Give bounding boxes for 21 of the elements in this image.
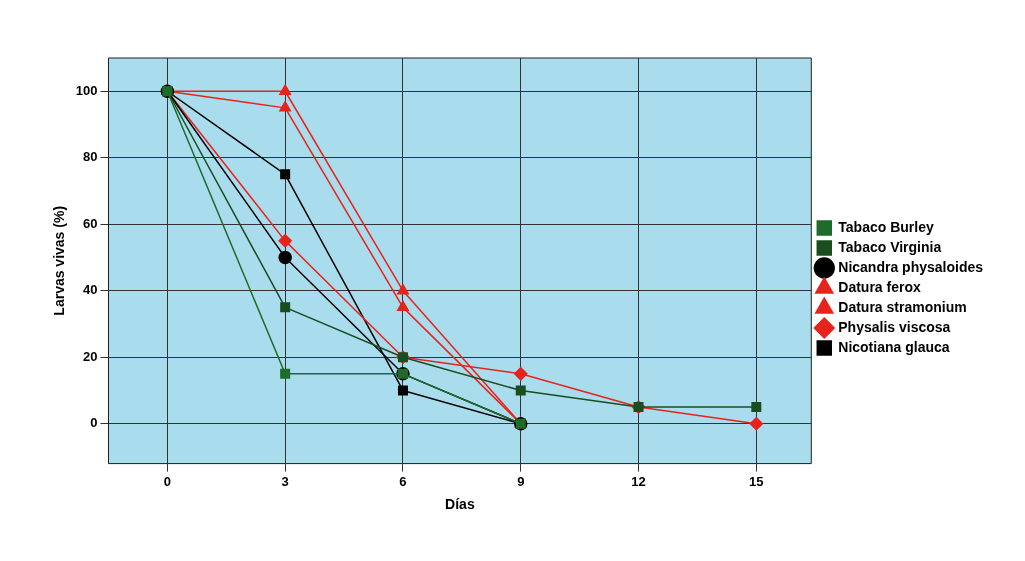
legend-label: Tabaco Virginia — [838, 238, 942, 255]
y-tick-label: 0 — [90, 415, 98, 431]
x-tick-label: 9 — [517, 473, 525, 489]
legend-label: Nicandra physaloides — [838, 258, 984, 275]
y-tick-label: 100 — [75, 82, 98, 98]
y-tick-label: 40 — [83, 282, 98, 298]
legend-label: Datura stramonium — [838, 298, 967, 315]
legend-label: Nicotiana glauca — [838, 338, 950, 355]
legend-label: Datura ferox — [838, 278, 921, 295]
x-tick-label: 15 — [749, 473, 764, 489]
legend-label: Tabaco Burley — [838, 218, 934, 235]
y-tick-label: 20 — [83, 348, 98, 364]
x-tick-label: 12 — [631, 473, 646, 489]
x-tick-label: 0 — [163, 473, 171, 489]
legend-label: Physalis viscosa — [838, 318, 951, 335]
y-tick-label: 60 — [83, 215, 98, 231]
x-tick-label: 3 — [281, 473, 289, 489]
y-axis-title: Larvas vivas (%) — [51, 205, 68, 316]
x-tick-label: 6 — [399, 473, 407, 489]
y-tick-label: 80 — [83, 149, 98, 165]
x-axis-title: Días — [445, 496, 475, 513]
